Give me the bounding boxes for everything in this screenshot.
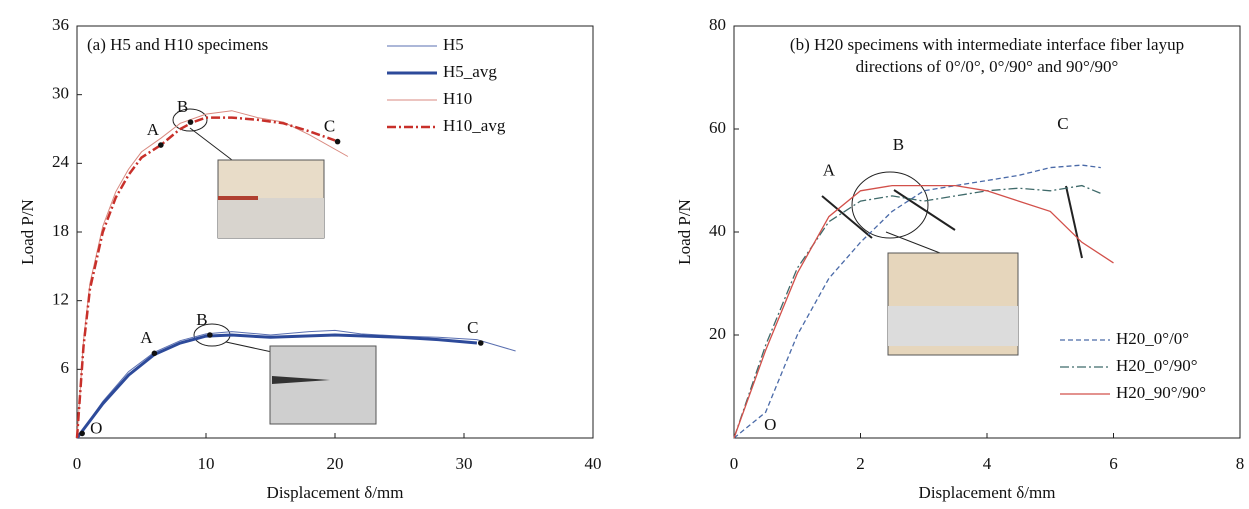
series-line: [75, 116, 336, 439]
legend-label: H20_0°/90°: [1116, 356, 1198, 375]
x-tick-label: 8: [1236, 454, 1245, 473]
legend-label: H5_avg: [443, 62, 497, 81]
legend-label: H5: [443, 35, 464, 54]
legend-label: H10: [443, 89, 472, 108]
series-line: [733, 184, 1102, 439]
annotation-point: [151, 350, 158, 357]
legend-label: H20_0°/0°: [1116, 329, 1189, 348]
x-tick-label: 6: [1109, 454, 1118, 473]
x-tick-label: 0: [730, 454, 739, 473]
annotation-label: B: [196, 310, 207, 329]
x-axis-label: Displacement δ/mm: [919, 483, 1056, 502]
x-tick-label: 2: [856, 454, 865, 473]
series-line: [76, 110, 349, 439]
x-tick-label: 30: [456, 454, 473, 473]
annotation-label: B: [177, 97, 188, 116]
series-line: [733, 164, 1101, 439]
y-tick-label: 36: [52, 15, 69, 34]
y-tick-label: 6: [61, 358, 70, 377]
annotation-point: [158, 142, 164, 148]
annotation-label: C: [467, 318, 478, 337]
series-line: [733, 184, 1114, 439]
y-tick-label: 12: [52, 290, 69, 309]
annotation-label: O: [764, 415, 776, 434]
y-tick-label: 24: [52, 152, 70, 171]
annotation-label: B: [893, 135, 904, 154]
chart-title: (b) H20 specimens with intermediate inte…: [790, 35, 1184, 54]
chart-title: directions of 0°/0°, 0°/90° and 90°/90°: [856, 57, 1119, 76]
inset-b: [821, 171, 1083, 356]
plot-frame: [733, 25, 1241, 439]
y-tick-label: 80: [709, 15, 726, 34]
y-tick-label: 18: [52, 221, 69, 240]
series-line: [76, 329, 516, 439]
x-tick-label: 20: [327, 454, 344, 473]
x-tick-label: 10: [198, 454, 215, 473]
x-tick-label: 0: [73, 454, 82, 473]
annotation-point: [334, 138, 341, 145]
chart-title: (a) H5 and H10 specimens: [87, 35, 268, 54]
annotation-label: C: [1057, 114, 1068, 133]
y-axis-label: Load P/N: [675, 199, 694, 265]
annotation-label: A: [140, 328, 153, 347]
y-tick-label: 30: [52, 84, 69, 103]
x-tick-label: 4: [983, 454, 992, 473]
annotation-label: A: [823, 161, 836, 180]
annotation-point: [79, 430, 85, 437]
legend-label: H10_avg: [443, 116, 506, 135]
legend-label: H20_90°/90°: [1116, 383, 1206, 402]
annotation-label: C: [324, 116, 335, 135]
y-axis-label: Load P/N: [18, 199, 37, 265]
x-axis-label: Displacement δ/mm: [267, 483, 404, 502]
series-line: [75, 333, 478, 439]
y-tick-label: 60: [709, 118, 726, 137]
inset-a2: [193, 323, 377, 425]
annotation-point: [477, 340, 484, 346]
x-tick-label: 40: [585, 454, 602, 473]
annotation-point: [187, 119, 194, 125]
y-tick-label: 40: [709, 221, 726, 240]
inset-a1: [172, 108, 325, 239]
annotation-point: [207, 332, 213, 338]
annotation-label: O: [90, 418, 102, 437]
y-tick-label: 20: [709, 324, 726, 343]
annotation-label: A: [147, 120, 160, 139]
